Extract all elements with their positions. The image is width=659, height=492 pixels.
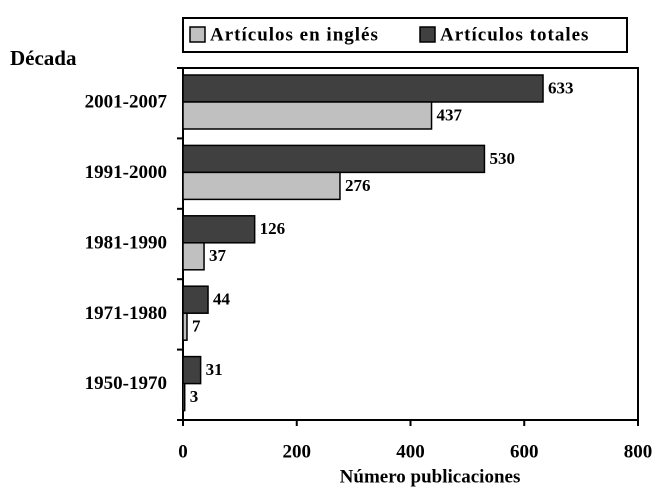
- y-tick-label: 1981-1990: [85, 232, 167, 253]
- legend-label: Artículos totales: [440, 24, 589, 45]
- value-label: 530: [489, 149, 515, 168]
- value-label: 633: [548, 78, 574, 97]
- legend-box: [182, 17, 628, 53]
- value-label: 276: [345, 176, 371, 195]
- bar: [182, 242, 205, 271]
- value-label: 44: [213, 290, 231, 309]
- x-tick-label: 200: [283, 441, 312, 462]
- x-tick-label: 400: [396, 441, 425, 462]
- bar: [182, 382, 186, 412]
- legend-swatch: [419, 26, 436, 43]
- value-label: 37: [209, 246, 227, 265]
- y-tick-label: 1991-2000: [85, 162, 167, 183]
- x-tick-label: 0: [178, 441, 188, 462]
- value-label: 3: [190, 387, 199, 406]
- bar: [182, 312, 188, 341]
- x-tick-label: 800: [624, 441, 653, 462]
- value-label: 31: [206, 360, 223, 379]
- bar: [182, 215, 256, 244]
- bar: [182, 285, 209, 314]
- y-tick-label: 1971-1980: [85, 303, 167, 324]
- y-tick-label: 1950-1970: [85, 373, 167, 394]
- bar: [182, 171, 341, 201]
- y-tick-label: 2001-2007: [85, 92, 168, 113]
- y-axis-label: Década: [10, 46, 77, 70]
- bar: [182, 74, 544, 103]
- value-label: 7: [192, 317, 201, 336]
- legend-label: Artículos en inglés: [210, 24, 379, 45]
- value-label: 437: [437, 105, 463, 124]
- x-axis-label: Número publicaciones: [340, 466, 521, 487]
- bar: [182, 101, 433, 130]
- x-tick-label: 600: [510, 441, 539, 462]
- bar: [182, 355, 202, 385]
- value-label: 126: [260, 219, 286, 238]
- bar: [182, 144, 486, 174]
- legend-swatch: [189, 26, 206, 43]
